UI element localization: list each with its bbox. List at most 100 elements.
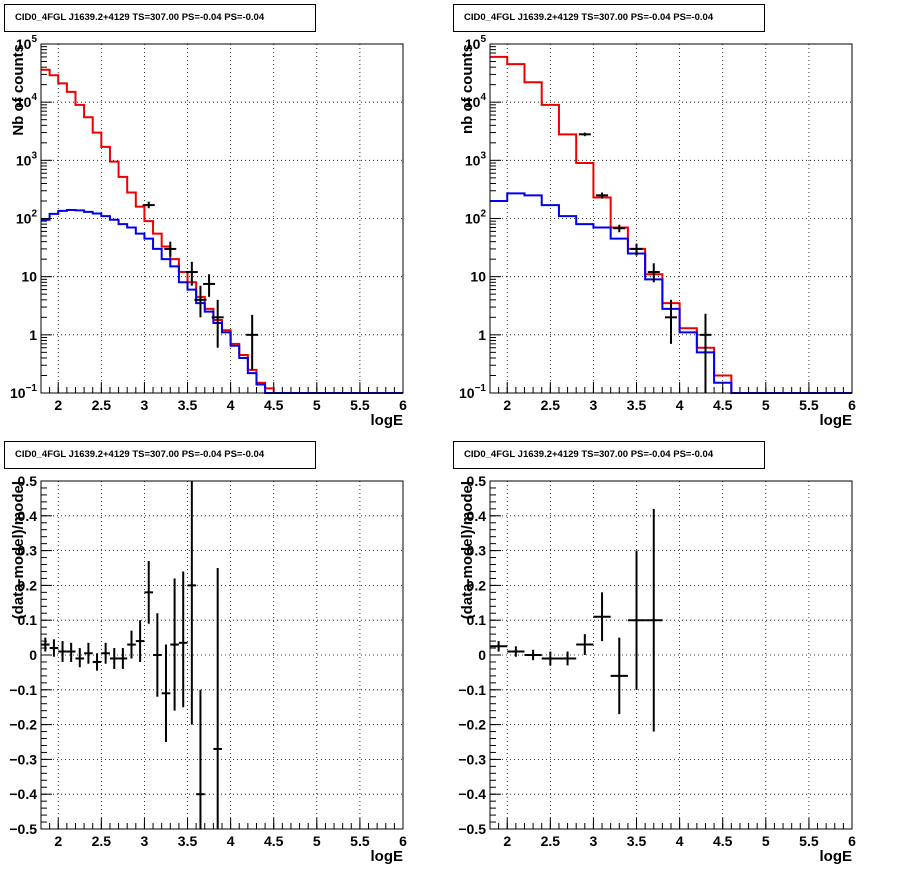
x-tick-label: 4.5 bbox=[264, 833, 284, 849]
y-tick-label: 104 bbox=[465, 92, 487, 110]
y-tick-exponent: 2 bbox=[480, 209, 486, 220]
y-tick-label: −0.5 bbox=[458, 821, 486, 837]
chart-title: CID0_4FGL J1639.2+4129 TS=307.00 PS=-0.0… bbox=[4, 441, 316, 469]
y-tick-label: 10−1 bbox=[10, 383, 37, 401]
series-line-1 bbox=[490, 192, 852, 394]
x-tick-label: 2.5 bbox=[541, 833, 561, 849]
y-tick-label: 10−1 bbox=[459, 383, 486, 401]
x-tick-label: 2.5 bbox=[92, 833, 112, 849]
x-tick-label: 4 bbox=[227, 397, 235, 413]
y-tick-exponent: 2 bbox=[31, 209, 37, 220]
y-tick-label: −0.4 bbox=[9, 786, 37, 802]
y-tick-label: 0.1 bbox=[18, 612, 38, 628]
y-tick-label: 0.5 bbox=[467, 473, 487, 489]
y-axis-label: nb of counts bbox=[459, 44, 476, 134]
y-tick-label: 105 bbox=[465, 34, 487, 52]
chart-title: CID0_4FGL J1639.2+4129 TS=307.00 PS=-0.0… bbox=[453, 4, 765, 32]
y-tick-exponent: 5 bbox=[31, 34, 37, 45]
chart-residuals-right: 2 2.5 3 3.5 4 4.5 5 5.5 6 −0.5 −0.4 −0.3 −0.2 −0.1 0 0.… bbox=[458, 473, 856, 865]
x-tick-label: 5 bbox=[762, 833, 770, 849]
y-tick-base: 10 bbox=[465, 36, 481, 52]
y-tick-label: 10 bbox=[21, 269, 37, 285]
x-tick-label: 3.5 bbox=[178, 833, 198, 849]
y-tick-exponent: 5 bbox=[480, 34, 486, 45]
y-tick-label: 105 bbox=[16, 34, 38, 52]
series-line-0 bbox=[41, 68, 403, 394]
chart-title: CID0_4FGL J1639.2+4129 TS=307.00 PS=-0.0… bbox=[4, 4, 316, 32]
chart-title: CID0_4FGL J1639.2+4129 TS=307.00 PS=-0.0… bbox=[453, 441, 765, 469]
x-tick-label: 3 bbox=[141, 833, 149, 849]
x-tick-label: 4 bbox=[676, 397, 684, 413]
x-tick-label: 4 bbox=[676, 833, 684, 849]
y-tick-base: 10 bbox=[465, 94, 481, 110]
series-line-1 bbox=[41, 209, 403, 394]
y-tick-base: 10 bbox=[465, 152, 481, 168]
y-tick-base: 10 bbox=[465, 211, 481, 227]
y-tick-label: 0.2 bbox=[18, 577, 38, 593]
y-axis-label: (data-model)/model bbox=[459, 481, 476, 619]
y-tick-label: 103 bbox=[16, 150, 38, 168]
y-tick-label: 1 bbox=[29, 327, 37, 343]
x-tick-label: 6 bbox=[399, 397, 407, 413]
y-tick-label: −0.4 bbox=[458, 786, 486, 802]
y-tick-base: 10 bbox=[16, 94, 32, 110]
chart-counts-left: 2 2.5 3 3.5 4 4.5 5 5.5 610−1110102103104105logE… bbox=[10, 34, 407, 429]
y-tick-exponent: 4 bbox=[31, 92, 37, 103]
y-tick-label: −0.5 bbox=[9, 821, 37, 837]
x-tick-label: 5.5 bbox=[799, 833, 819, 849]
x-tick-label: 5 bbox=[762, 397, 770, 413]
y-tick-exponent: −1 bbox=[26, 383, 38, 394]
x-tick-label: 5.5 bbox=[350, 833, 370, 849]
y-tick-label: −0.2 bbox=[9, 717, 37, 733]
y-tick-label: 0.3 bbox=[467, 543, 487, 559]
y-tick-label: 102 bbox=[16, 209, 38, 227]
x-tick-label: 4.5 bbox=[713, 397, 733, 413]
y-tick-label: 0.4 bbox=[18, 508, 38, 524]
y-tick-label: 0 bbox=[478, 647, 486, 663]
y-tick-label: 103 bbox=[465, 150, 487, 168]
y-tick-base: 10 bbox=[16, 152, 32, 168]
y-tick-label: 0.5 bbox=[18, 473, 38, 489]
y-tick-exponent: −1 bbox=[475, 383, 487, 394]
y-tick-label: 10 bbox=[470, 269, 486, 285]
y-tick-label: −0.1 bbox=[458, 682, 486, 698]
x-tick-label: 3 bbox=[141, 397, 149, 413]
x-tick-label: 2 bbox=[54, 833, 62, 849]
y-tick-exponent: 4 bbox=[480, 92, 486, 103]
x-axis-label: logE bbox=[371, 848, 404, 865]
x-tick-label: 3.5 bbox=[178, 397, 198, 413]
y-tick-label: 0.1 bbox=[467, 612, 487, 628]
y-tick-label: 1 bbox=[478, 327, 486, 343]
x-tick-label: 6 bbox=[399, 833, 407, 849]
y-tick-base: 10 bbox=[459, 385, 475, 401]
x-tick-label: 2 bbox=[503, 833, 511, 849]
x-axis-label: logE bbox=[820, 412, 853, 429]
y-tick-base: 10 bbox=[10, 385, 26, 401]
x-tick-label: 6 bbox=[848, 397, 856, 413]
x-tick-label: 5.5 bbox=[350, 397, 370, 413]
y-tick-label: −0.1 bbox=[9, 682, 37, 698]
x-tick-label: 2 bbox=[54, 397, 62, 413]
x-tick-label: 4.5 bbox=[264, 397, 284, 413]
y-tick-label: −0.3 bbox=[9, 751, 37, 767]
y-tick-label: 0.3 bbox=[18, 543, 38, 559]
chart-residuals-left: 2 2.5 3 3.5 4 4.5 5 5.5 6 −0.5 −0.4 −0.3 −0.2 −0.1 0 0.… bbox=[9, 473, 407, 865]
x-tick-label: 3.5 bbox=[627, 397, 647, 413]
x-axis-label: logE bbox=[371, 412, 404, 429]
x-tick-label: 3.5 bbox=[627, 833, 647, 849]
pad-counts-right: 2 2.5 3 3.5 4 4.5 5 5.5 6 10−1 1 10 102 103 104 105 logE… bbox=[449, 0, 898, 437]
x-tick-label: 3 bbox=[590, 397, 598, 413]
pad-counts-left: 2 2.5 3 3.5 4 4.5 5 5.5 6 10−1 1 10 102 103 104 105 logE… bbox=[0, 0, 449, 437]
y-tick-label: 102 bbox=[465, 209, 487, 227]
y-tick-label: 0.4 bbox=[467, 508, 487, 524]
y-tick-label: −0.2 bbox=[458, 717, 486, 733]
y-tick-label: 0 bbox=[29, 647, 37, 663]
y-axis-label: Nb of counts bbox=[10, 44, 27, 136]
y-tick-label: 104 bbox=[16, 92, 38, 110]
x-axis-label: logE bbox=[820, 848, 853, 865]
x-tick-label: 5.5 bbox=[799, 397, 819, 413]
x-tick-label: 5 bbox=[313, 397, 321, 413]
x-tick-label: 2.5 bbox=[541, 397, 561, 413]
x-tick-label: 6 bbox=[848, 833, 856, 849]
y-tick-exponent: 3 bbox=[480, 150, 486, 161]
